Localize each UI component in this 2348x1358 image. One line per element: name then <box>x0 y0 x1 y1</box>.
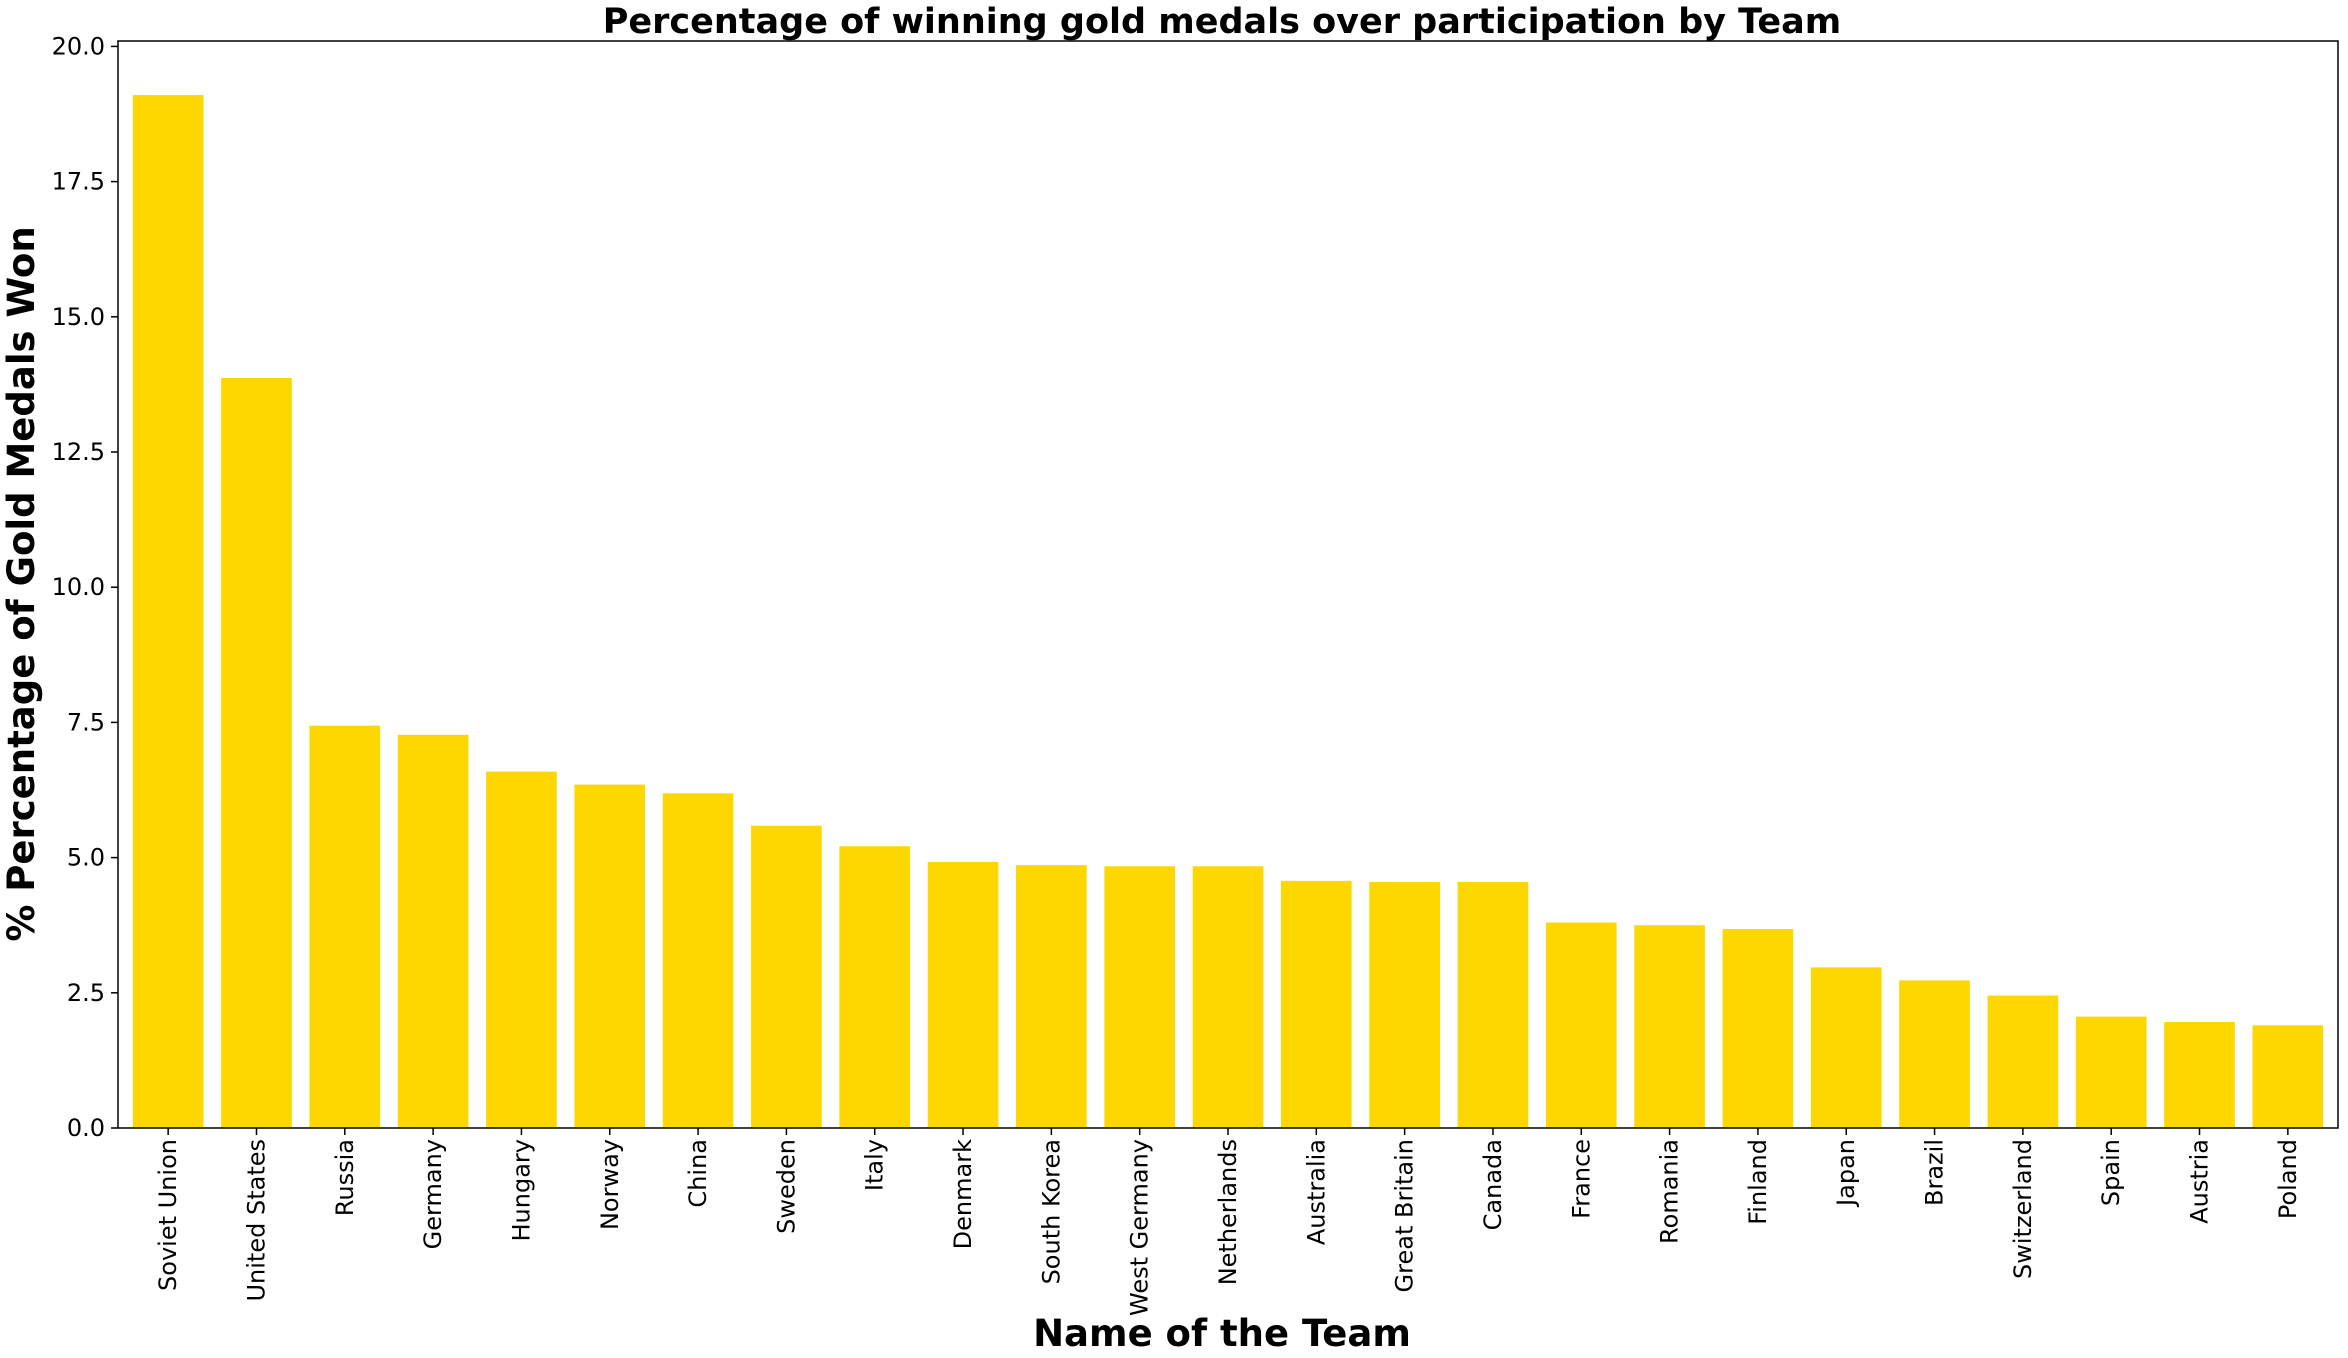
bar <box>1280 880 1352 1128</box>
x-tick-label: Hungary <box>507 1139 535 1241</box>
y-tick-label: 12.5 <box>52 438 105 466</box>
chart-title: Percentage of winning gold medals over p… <box>603 2 1841 42</box>
x-tick-label: Switzerland <box>2009 1139 2037 1279</box>
x-tick-label: Sweden <box>772 1139 800 1234</box>
bar <box>309 725 381 1128</box>
x-tick-label: Poland <box>2274 1139 2302 1219</box>
x-tick-label: Great Britain <box>1391 1139 1419 1292</box>
bar <box>1457 881 1529 1128</box>
y-tick-label: 15.0 <box>52 303 105 331</box>
y-axis: 0.0 2.5 5.0 7.5 10.0 12.5 15.0 17.5 20.0 <box>52 32 118 1142</box>
bar <box>2075 1016 2147 1128</box>
y-tick-label: 10.0 <box>52 573 105 601</box>
bar <box>751 825 822 1128</box>
x-axis: Soviet Union United States Russia Germany Hu… <box>154 1128 2302 1316</box>
bar <box>1016 865 1087 1128</box>
y-tick-label: 7.5 <box>67 708 105 736</box>
x-tick-label: Denmark <box>949 1139 977 1249</box>
x-tick-label: Canada <box>1479 1139 1507 1230</box>
bar <box>1104 866 1176 1128</box>
x-tick-label: France <box>1567 1139 1595 1219</box>
bar <box>1634 925 1705 1128</box>
x-tick-label: Russia <box>331 1139 359 1216</box>
bar <box>1722 928 1794 1128</box>
y-axis-label: % Percentage of Gold Medals Won <box>0 226 43 941</box>
bar <box>1192 866 1264 1128</box>
x-tick-label: Romania <box>1656 1139 1684 1244</box>
bar <box>2252 1025 2324 1128</box>
x-tick-label: United States <box>242 1139 270 1302</box>
y-tick-label: 5.0 <box>67 844 105 872</box>
bar <box>574 784 646 1128</box>
x-tick-label: Soviet Union <box>154 1139 182 1291</box>
x-tick-label: Japan <box>1832 1139 1860 1208</box>
x-tick-label: West Germany <box>1126 1139 1154 1316</box>
x-tick-label: Finland <box>1744 1139 1772 1225</box>
bar <box>2164 1022 2235 1128</box>
x-axis-label: Name of the Team <box>1033 1312 1411 1355</box>
x-tick-label: Norway <box>596 1139 624 1230</box>
y-tick-label: 0.0 <box>67 1114 105 1142</box>
bar <box>397 734 469 1128</box>
bar <box>132 95 204 1129</box>
bar <box>1987 995 2059 1128</box>
x-tick-label: Australia <box>1302 1139 1330 1245</box>
x-tick-label: Austria <box>2186 1139 2214 1224</box>
y-tick-label: 2.5 <box>67 979 105 1007</box>
bar <box>839 846 911 1128</box>
bar <box>1810 967 1882 1128</box>
x-tick-label: Brazil <box>1921 1139 1949 1206</box>
x-tick-label: Germany <box>419 1139 447 1249</box>
bar <box>1545 922 1617 1128</box>
bar <box>662 793 734 1128</box>
x-tick-label: Italy <box>861 1139 889 1191</box>
x-tick-label: South Korea <box>1037 1139 1065 1284</box>
y-tick-label: 20.0 <box>52 32 105 60</box>
bar <box>486 771 557 1128</box>
x-tick-label: Spain <box>2097 1139 2125 1206</box>
x-tick-label: China <box>684 1139 712 1208</box>
bar <box>1369 881 1440 1128</box>
bars-group <box>132 95 2324 1129</box>
bar <box>221 377 292 1128</box>
bar <box>1899 980 1970 1128</box>
bar <box>927 861 999 1128</box>
x-tick-label: Netherlands <box>1214 1139 1242 1285</box>
y-tick-label: 17.5 <box>52 168 105 196</box>
